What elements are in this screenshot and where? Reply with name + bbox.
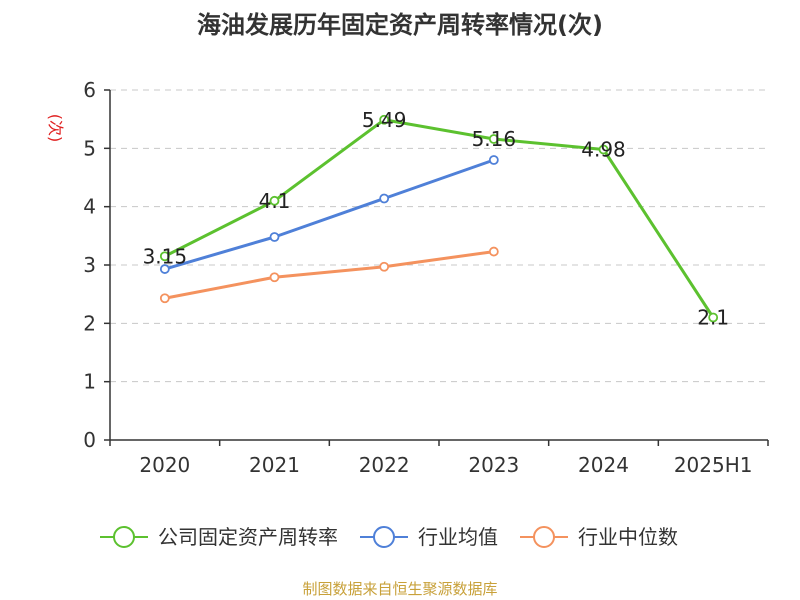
data-label: 3.15 [143, 244, 188, 268]
data-label: 5.16 [472, 127, 517, 151]
x-tick-label: 2025H1 [674, 453, 753, 477]
data-point [269, 232, 280, 242]
gridlines [110, 89, 768, 383]
data-labels: 3.15 4.1 5.49 5.16 4.98 2.1 [143, 108, 730, 330]
data-point [488, 155, 499, 165]
legend-marker [373, 526, 395, 548]
legend-label: 行业中位数 [578, 525, 678, 549]
y-tick-label: 6 [83, 78, 96, 102]
y-tick-label: 4 [83, 195, 96, 219]
series-group [159, 114, 719, 323]
data-point [488, 134, 499, 144]
x-tick-label: 2023 [468, 453, 519, 477]
data-point [269, 272, 280, 283]
data-point [269, 195, 280, 206]
y-tick-label: 2 [83, 311, 96, 335]
data-point [159, 251, 170, 262]
x-tick-label: 2020 [139, 453, 190, 477]
series-line [164, 118, 715, 319]
y-tick-label: 3 [83, 253, 96, 277]
data-label: 2.1 [697, 306, 729, 330]
data-point [159, 293, 170, 304]
data-label: 5.49 [362, 108, 407, 132]
legend-marker [113, 526, 135, 548]
chart-title: 海油发展历年固定资产周转率情况(次) [197, 11, 603, 39]
x-tick-label: 2024 [578, 453, 629, 477]
legend-label: 公司固定资产周转率 [158, 525, 338, 549]
legend-label: 行业均值 [418, 525, 498, 549]
legend: 公司固定资产周转率 行业均值 行业中位数 [100, 525, 678, 549]
data-point [159, 264, 170, 274]
y-tick-label: 5 [83, 136, 96, 160]
data-point [379, 193, 390, 204]
series-line [164, 250, 495, 300]
legend-marker [533, 526, 555, 548]
data-point [379, 114, 390, 125]
x-tick-label: 2022 [359, 453, 410, 477]
y-tick-label: 0 [83, 428, 96, 452]
data-label: 4.98 [581, 138, 626, 162]
x-tick-label: 2021 [249, 453, 300, 477]
data-label: 4.1 [259, 189, 291, 213]
y-axis-label: (次) [46, 114, 65, 143]
data-point [708, 312, 719, 323]
data-point [379, 261, 390, 272]
source-note: 制图数据来自恒生聚源数据库 [302, 580, 497, 598]
data-point [598, 144, 609, 155]
y-tick-label: 1 [83, 370, 96, 394]
data-point [488, 246, 499, 257]
axes: 0 1 2 3 4 5 6 2020 2021 2022 2023 2024 2025H1 [83, 78, 769, 477]
series-line [164, 158, 495, 271]
